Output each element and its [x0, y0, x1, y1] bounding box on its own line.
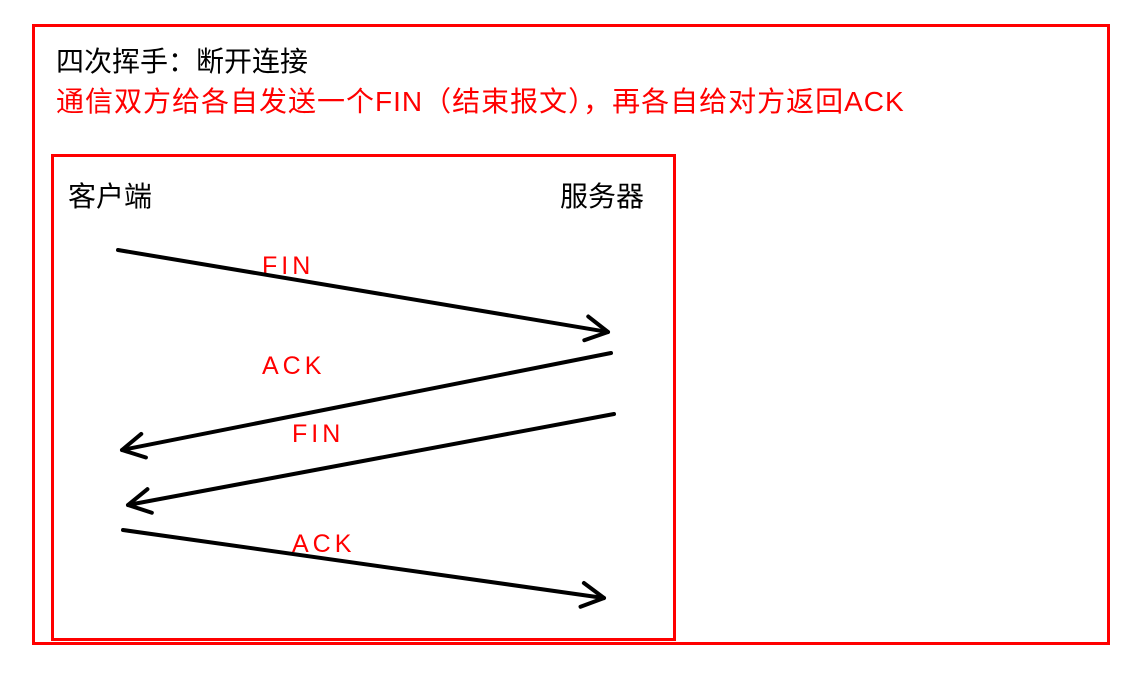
- arrow-fin2: [128, 414, 614, 513]
- arrow-ack2: [123, 530, 604, 607]
- arrows-svg: [0, 0, 1145, 674]
- arrow-fin1: [118, 250, 608, 340]
- arrow-ack1: [122, 353, 611, 457]
